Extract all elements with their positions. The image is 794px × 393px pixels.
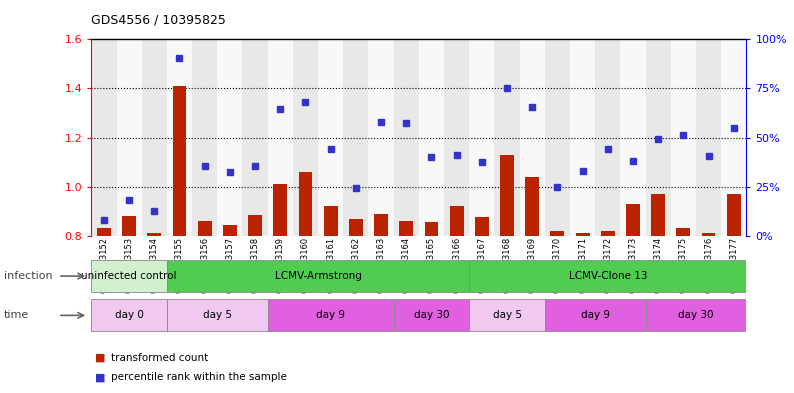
Bar	[91, 39, 117, 236]
Bar	[646, 299, 746, 331]
Bar	[721, 39, 746, 236]
Bar	[620, 39, 646, 236]
Bar	[223, 225, 237, 236]
Text: uninfected control: uninfected control	[81, 271, 177, 281]
Bar	[550, 231, 565, 236]
Bar	[293, 39, 318, 236]
Bar	[696, 39, 721, 236]
Bar	[148, 233, 161, 236]
Bar	[646, 39, 671, 236]
Bar	[425, 222, 438, 236]
Bar	[249, 215, 262, 236]
Bar	[268, 299, 394, 331]
Bar	[324, 206, 337, 236]
Bar	[97, 228, 111, 236]
Text: day 0: day 0	[114, 310, 144, 320]
Bar	[242, 39, 268, 236]
Bar	[368, 39, 394, 236]
Bar	[198, 221, 212, 236]
Bar	[374, 214, 388, 236]
Text: day 30: day 30	[414, 310, 449, 320]
Bar	[519, 39, 545, 236]
Bar	[349, 219, 363, 236]
Text: day 9: day 9	[580, 310, 610, 320]
Bar	[626, 204, 640, 236]
Bar	[469, 39, 495, 236]
Bar	[601, 231, 615, 236]
Bar	[399, 221, 413, 236]
Text: day 5: day 5	[492, 310, 522, 320]
Bar	[167, 39, 192, 236]
Bar	[495, 39, 519, 236]
Bar	[218, 39, 242, 236]
Bar	[167, 299, 268, 331]
Bar	[268, 39, 293, 236]
Bar	[394, 299, 469, 331]
Text: ■: ■	[95, 353, 106, 363]
Bar	[727, 194, 741, 236]
Text: day 5: day 5	[202, 310, 232, 320]
Bar	[526, 177, 539, 236]
Text: percentile rank within the sample: percentile rank within the sample	[111, 372, 287, 382]
Bar	[273, 184, 287, 236]
Bar	[545, 299, 646, 331]
Bar	[444, 39, 469, 236]
Bar	[167, 260, 469, 292]
Text: ■: ■	[95, 372, 106, 382]
Bar	[91, 260, 167, 292]
Bar	[141, 39, 167, 236]
Bar	[676, 228, 690, 236]
Text: LCMV-Armstrong: LCMV-Armstrong	[275, 271, 361, 281]
Bar	[122, 216, 136, 236]
Bar	[671, 39, 696, 236]
Bar	[394, 39, 419, 236]
Bar	[570, 39, 596, 236]
Bar	[449, 206, 464, 236]
Text: time: time	[4, 310, 29, 320]
Bar	[702, 233, 715, 236]
Bar	[343, 39, 368, 236]
Bar	[299, 172, 312, 236]
Bar	[576, 233, 589, 236]
Bar	[596, 39, 620, 236]
Text: transformed count: transformed count	[111, 353, 208, 363]
Text: GDS4556 / 10395825: GDS4556 / 10395825	[91, 13, 226, 26]
Bar	[91, 299, 167, 331]
Bar	[117, 39, 141, 236]
Text: day 9: day 9	[316, 310, 345, 320]
Bar	[500, 155, 514, 236]
Bar	[469, 260, 746, 292]
Bar	[172, 86, 187, 236]
Bar	[475, 217, 489, 236]
Text: day 30: day 30	[678, 310, 714, 320]
Text: infection: infection	[4, 271, 52, 281]
Bar	[192, 39, 218, 236]
Bar	[545, 39, 570, 236]
Bar	[318, 39, 343, 236]
Bar	[419, 39, 444, 236]
Bar	[651, 194, 665, 236]
Text: LCMV-Clone 13: LCMV-Clone 13	[569, 271, 647, 281]
Bar	[469, 299, 545, 331]
